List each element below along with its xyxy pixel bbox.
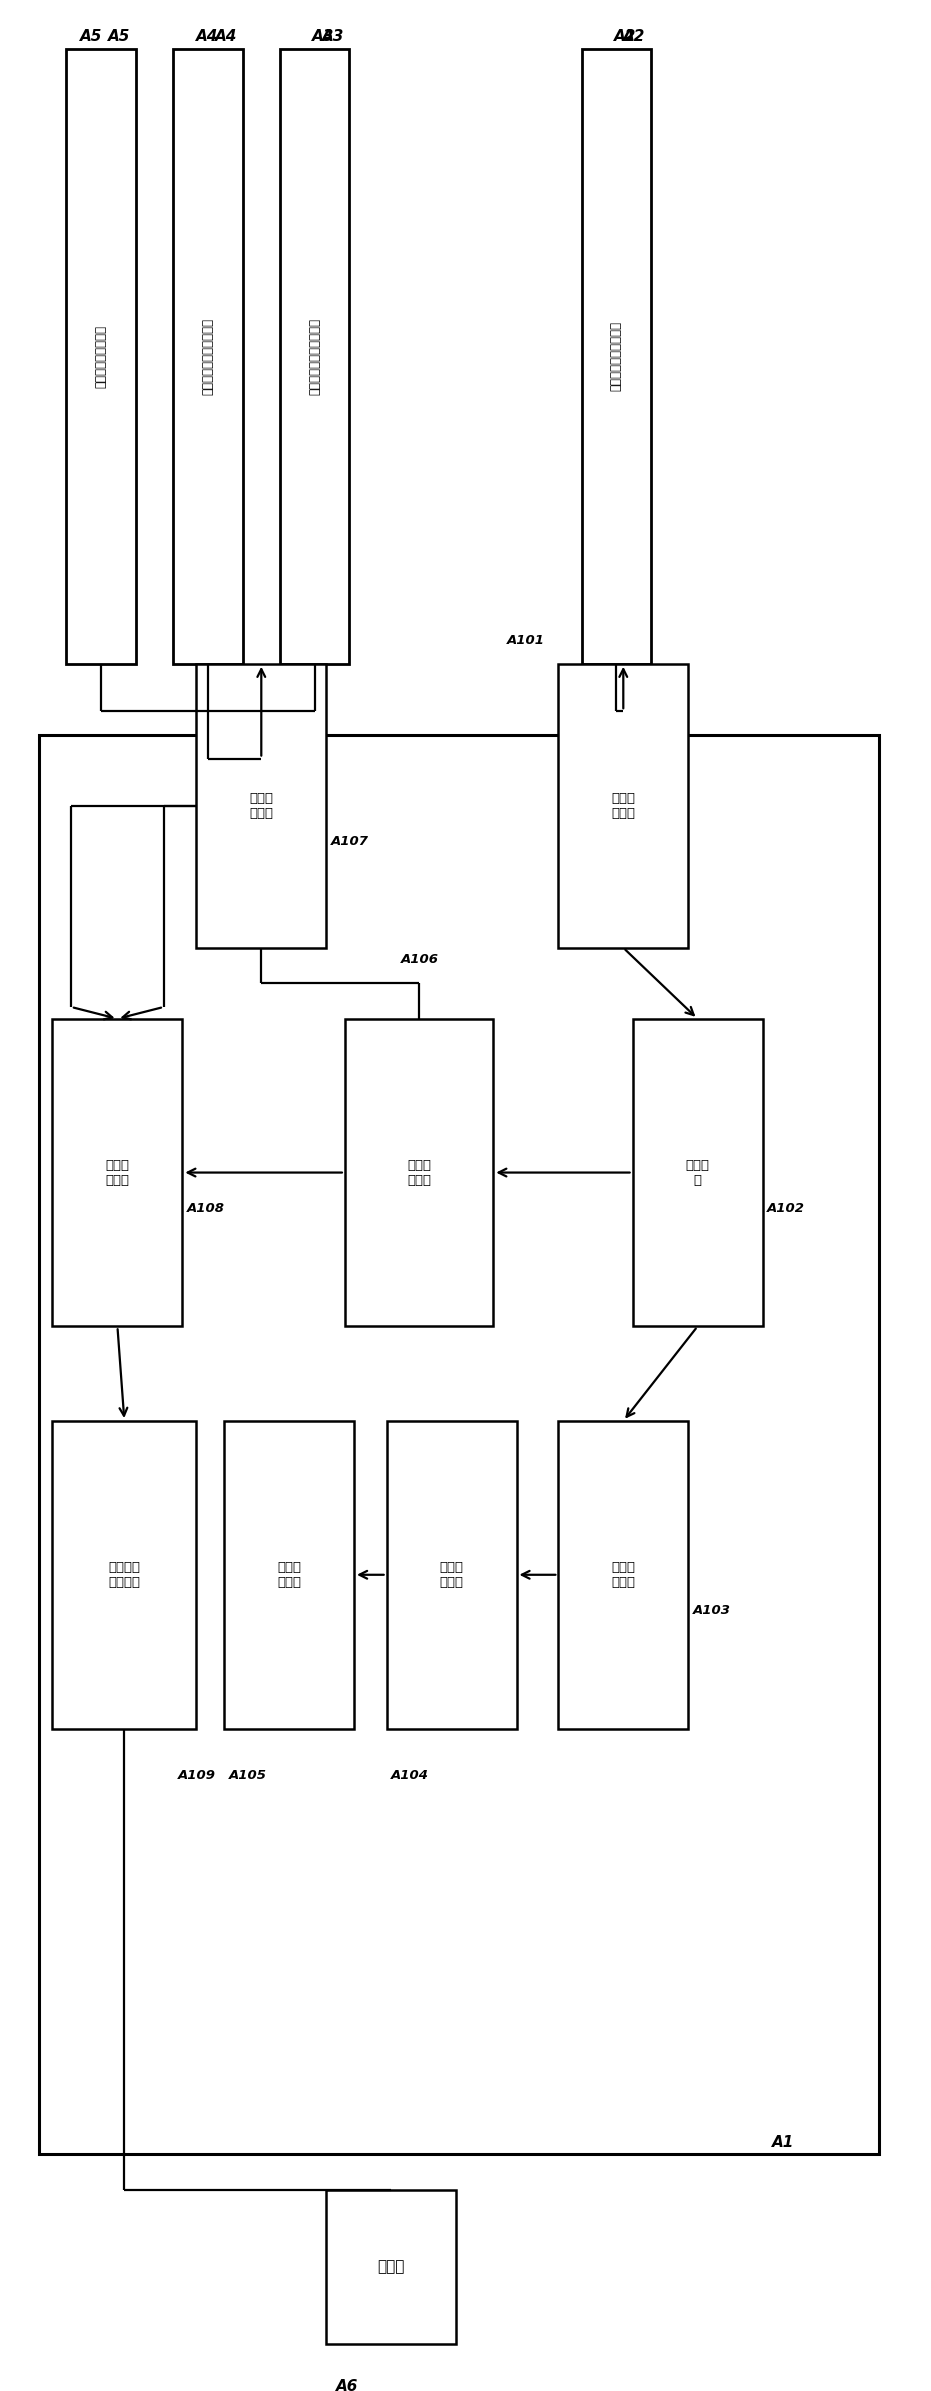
Text: A2: A2 (623, 29, 646, 45)
Text: 第六计
算模块: 第六计 算模块 (250, 791, 274, 820)
Bar (38, 734, 879, 2154)
Text: 第二计
算模块: 第二计 算模块 (612, 1561, 635, 1588)
Bar (52, 1019, 182, 1327)
Text: A105: A105 (229, 1769, 267, 1781)
Text: 第七计
算模块: 第七计 算模块 (105, 1160, 129, 1186)
Bar (280, 48, 349, 665)
Text: 比较模
块: 比较模 块 (685, 1160, 709, 1186)
Text: 第五计
算模块: 第五计 算模块 (407, 1160, 431, 1186)
Bar (582, 48, 651, 665)
Text: 第三计
算模块: 第三计 算模块 (439, 1561, 464, 1588)
Text: A107: A107 (331, 834, 369, 849)
Text: A5: A5 (80, 29, 102, 45)
Bar (66, 48, 136, 665)
Bar (344, 1019, 493, 1327)
Text: A103: A103 (693, 1604, 731, 1616)
Text: A102: A102 (767, 1203, 805, 1215)
Text: A6: A6 (335, 2379, 358, 2391)
Text: 控制温度
调节模块: 控制温度 调节模块 (108, 1561, 141, 1588)
Text: 散热器: 散热器 (378, 2259, 405, 2274)
Text: A106: A106 (400, 954, 439, 966)
Bar (386, 1420, 517, 1729)
Text: 负荷参数采集传感器: 负荷参数采集传感器 (95, 325, 108, 387)
Bar (559, 665, 688, 947)
Text: A3: A3 (321, 29, 344, 45)
Text: 燃料电池电压采集传感器: 燃料电池电压采集传感器 (201, 318, 214, 395)
Text: A4: A4 (196, 29, 219, 45)
Text: 第四计
算模块: 第四计 算模块 (277, 1561, 301, 1588)
Text: 第一计
算模块: 第一计 算模块 (612, 791, 635, 820)
Text: 冷却液温度采集传感器: 冷却液温度采集传感器 (610, 320, 623, 392)
Text: A2: A2 (614, 29, 637, 45)
Bar (224, 1420, 354, 1729)
Text: 燃料电池电流采集传感器: 燃料电池电流采集传感器 (308, 318, 321, 395)
Bar (632, 1019, 762, 1327)
Text: A104: A104 (391, 1769, 429, 1781)
Text: A4: A4 (215, 29, 237, 45)
Text: A3: A3 (312, 29, 335, 45)
Bar (173, 48, 243, 665)
Text: A101: A101 (507, 634, 546, 646)
Bar (52, 1420, 196, 1729)
Text: A108: A108 (187, 1203, 225, 1215)
Text: A109: A109 (178, 1769, 216, 1781)
Bar (196, 665, 326, 947)
Text: A1: A1 (772, 2135, 794, 2150)
Text: A5: A5 (108, 29, 130, 45)
Bar (559, 1420, 688, 1729)
Bar (326, 2190, 456, 2343)
